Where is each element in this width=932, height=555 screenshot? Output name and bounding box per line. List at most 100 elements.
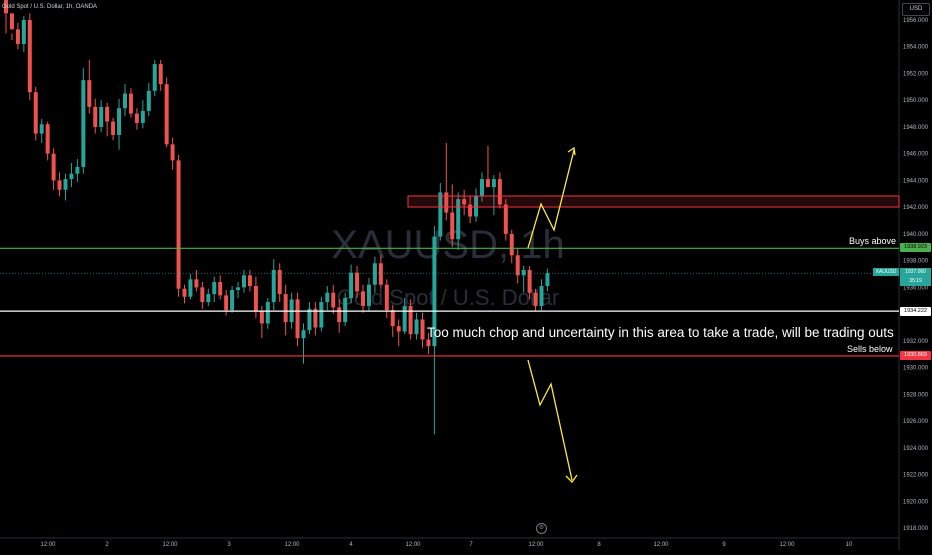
candle-body xyxy=(414,319,419,335)
price-axis-label: 1936.000 xyxy=(903,285,929,291)
candle-body xyxy=(170,144,175,161)
time-axis-label: 12:00 xyxy=(405,542,421,548)
candle-body xyxy=(271,269,276,303)
candle-body xyxy=(93,106,98,127)
candle-body xyxy=(111,121,116,135)
candle-body xyxy=(81,80,86,168)
candle-body xyxy=(57,180,62,190)
candle-body xyxy=(140,110,145,123)
candle-body xyxy=(69,173,74,180)
candle-body xyxy=(75,167,80,174)
price-axis-label: 1932.000 xyxy=(903,339,929,345)
candle-body xyxy=(426,339,431,347)
candle-body xyxy=(206,294,211,303)
candle-body xyxy=(265,302,270,324)
candle-body xyxy=(366,284,371,307)
candle-body xyxy=(390,310,395,327)
candle-body xyxy=(527,269,532,293)
candle-body xyxy=(158,64,163,85)
candle-body xyxy=(372,263,377,285)
trade-note: Too much chop and uncertainty in this ar… xyxy=(427,325,894,340)
time-axis-label: 3 xyxy=(227,542,231,548)
candle-body xyxy=(21,20,26,45)
candle-body xyxy=(176,160,181,289)
buy-level-label: Buys above xyxy=(849,236,897,246)
candle-body xyxy=(200,287,205,303)
price-axis-label: 1956.000 xyxy=(903,18,929,24)
candle-body xyxy=(99,106,104,127)
price-axis-label: 1938.000 xyxy=(903,259,929,265)
price-axis-label: 1944.000 xyxy=(903,178,929,184)
time-axis-label: 12:00 xyxy=(284,542,300,548)
time-axis-label: 12:00 xyxy=(653,542,669,548)
candle-body xyxy=(4,0,8,14)
candle-body xyxy=(27,20,32,93)
candle-body xyxy=(509,233,514,256)
candle-body xyxy=(277,269,282,295)
gear-icon[interactable]: ⚙ xyxy=(536,523,547,534)
candle-body xyxy=(384,284,389,311)
price-axis-label: 1942.000 xyxy=(903,205,929,211)
candle-body xyxy=(212,282,217,295)
bar-countdown: 35:19 xyxy=(909,278,922,284)
candle-body xyxy=(319,302,324,328)
candle-body xyxy=(444,192,449,213)
candle-body xyxy=(420,319,425,340)
candle-body xyxy=(253,286,258,312)
bearish-arrowhead xyxy=(565,474,578,484)
candle-body xyxy=(152,64,157,91)
candle-body xyxy=(450,212,455,240)
time-axis-label: 2 xyxy=(105,542,109,548)
time-axis-label: 9 xyxy=(722,542,726,548)
candle-body xyxy=(33,92,38,134)
candle-body xyxy=(361,291,365,307)
candle-body xyxy=(497,179,502,205)
live-symbol-tag: XAUUSD xyxy=(873,268,899,276)
candle-body xyxy=(9,13,14,30)
candle-body xyxy=(462,199,467,205)
bullish-projection-path xyxy=(527,149,575,249)
candle-body xyxy=(491,179,496,188)
candle-body xyxy=(15,29,20,45)
candle-body xyxy=(396,326,401,332)
candle-body xyxy=(188,279,193,297)
candle-body xyxy=(51,153,56,181)
candle-body xyxy=(224,295,229,311)
candle-body xyxy=(480,179,484,197)
candle-body xyxy=(521,269,526,276)
symbol-description: Gold Spot / U.S. Dollar, 1h, OANDA xyxy=(2,4,98,10)
candle-body xyxy=(283,294,288,323)
candle-body xyxy=(242,275,246,288)
currency-button[interactable]: USD xyxy=(902,3,930,16)
candle-body xyxy=(259,311,264,324)
time-axis-label: 4 xyxy=(349,542,353,548)
live-price: 1937.060 xyxy=(905,269,926,275)
candle-body xyxy=(63,179,68,190)
candle-body xyxy=(408,306,413,335)
candle-body xyxy=(194,279,199,288)
time-axis-label: 8 xyxy=(597,542,601,548)
price-axis-label: 1954.000 xyxy=(903,45,929,51)
candle-body xyxy=(105,106,110,122)
price-axis-label: 1926.000 xyxy=(903,419,929,425)
candle-body xyxy=(545,273,550,287)
price-axis-label: 1948.000 xyxy=(903,125,929,131)
price-axis-label: 1922.000 xyxy=(903,473,929,479)
candle-body xyxy=(349,272,354,299)
candle-body xyxy=(117,108,122,135)
resistance-zone xyxy=(407,195,900,208)
candle-body xyxy=(218,282,223,296)
mid-price-tag: 1934.222 xyxy=(900,307,931,316)
candle-body xyxy=(337,307,342,323)
watermark-ticker: XAUUSD, 1h xyxy=(331,223,564,267)
candle-body xyxy=(45,124,50,154)
price-axis-label: 1940.000 xyxy=(903,232,929,238)
candle-body xyxy=(533,292,538,307)
candle-body xyxy=(295,299,300,339)
watermark-name: Gold Spot / U.S. Dollar xyxy=(337,285,560,310)
time-axis-label: 12:00 xyxy=(779,542,795,548)
candle-body xyxy=(539,286,544,307)
price-axis-label: 1918.000 xyxy=(903,526,929,532)
